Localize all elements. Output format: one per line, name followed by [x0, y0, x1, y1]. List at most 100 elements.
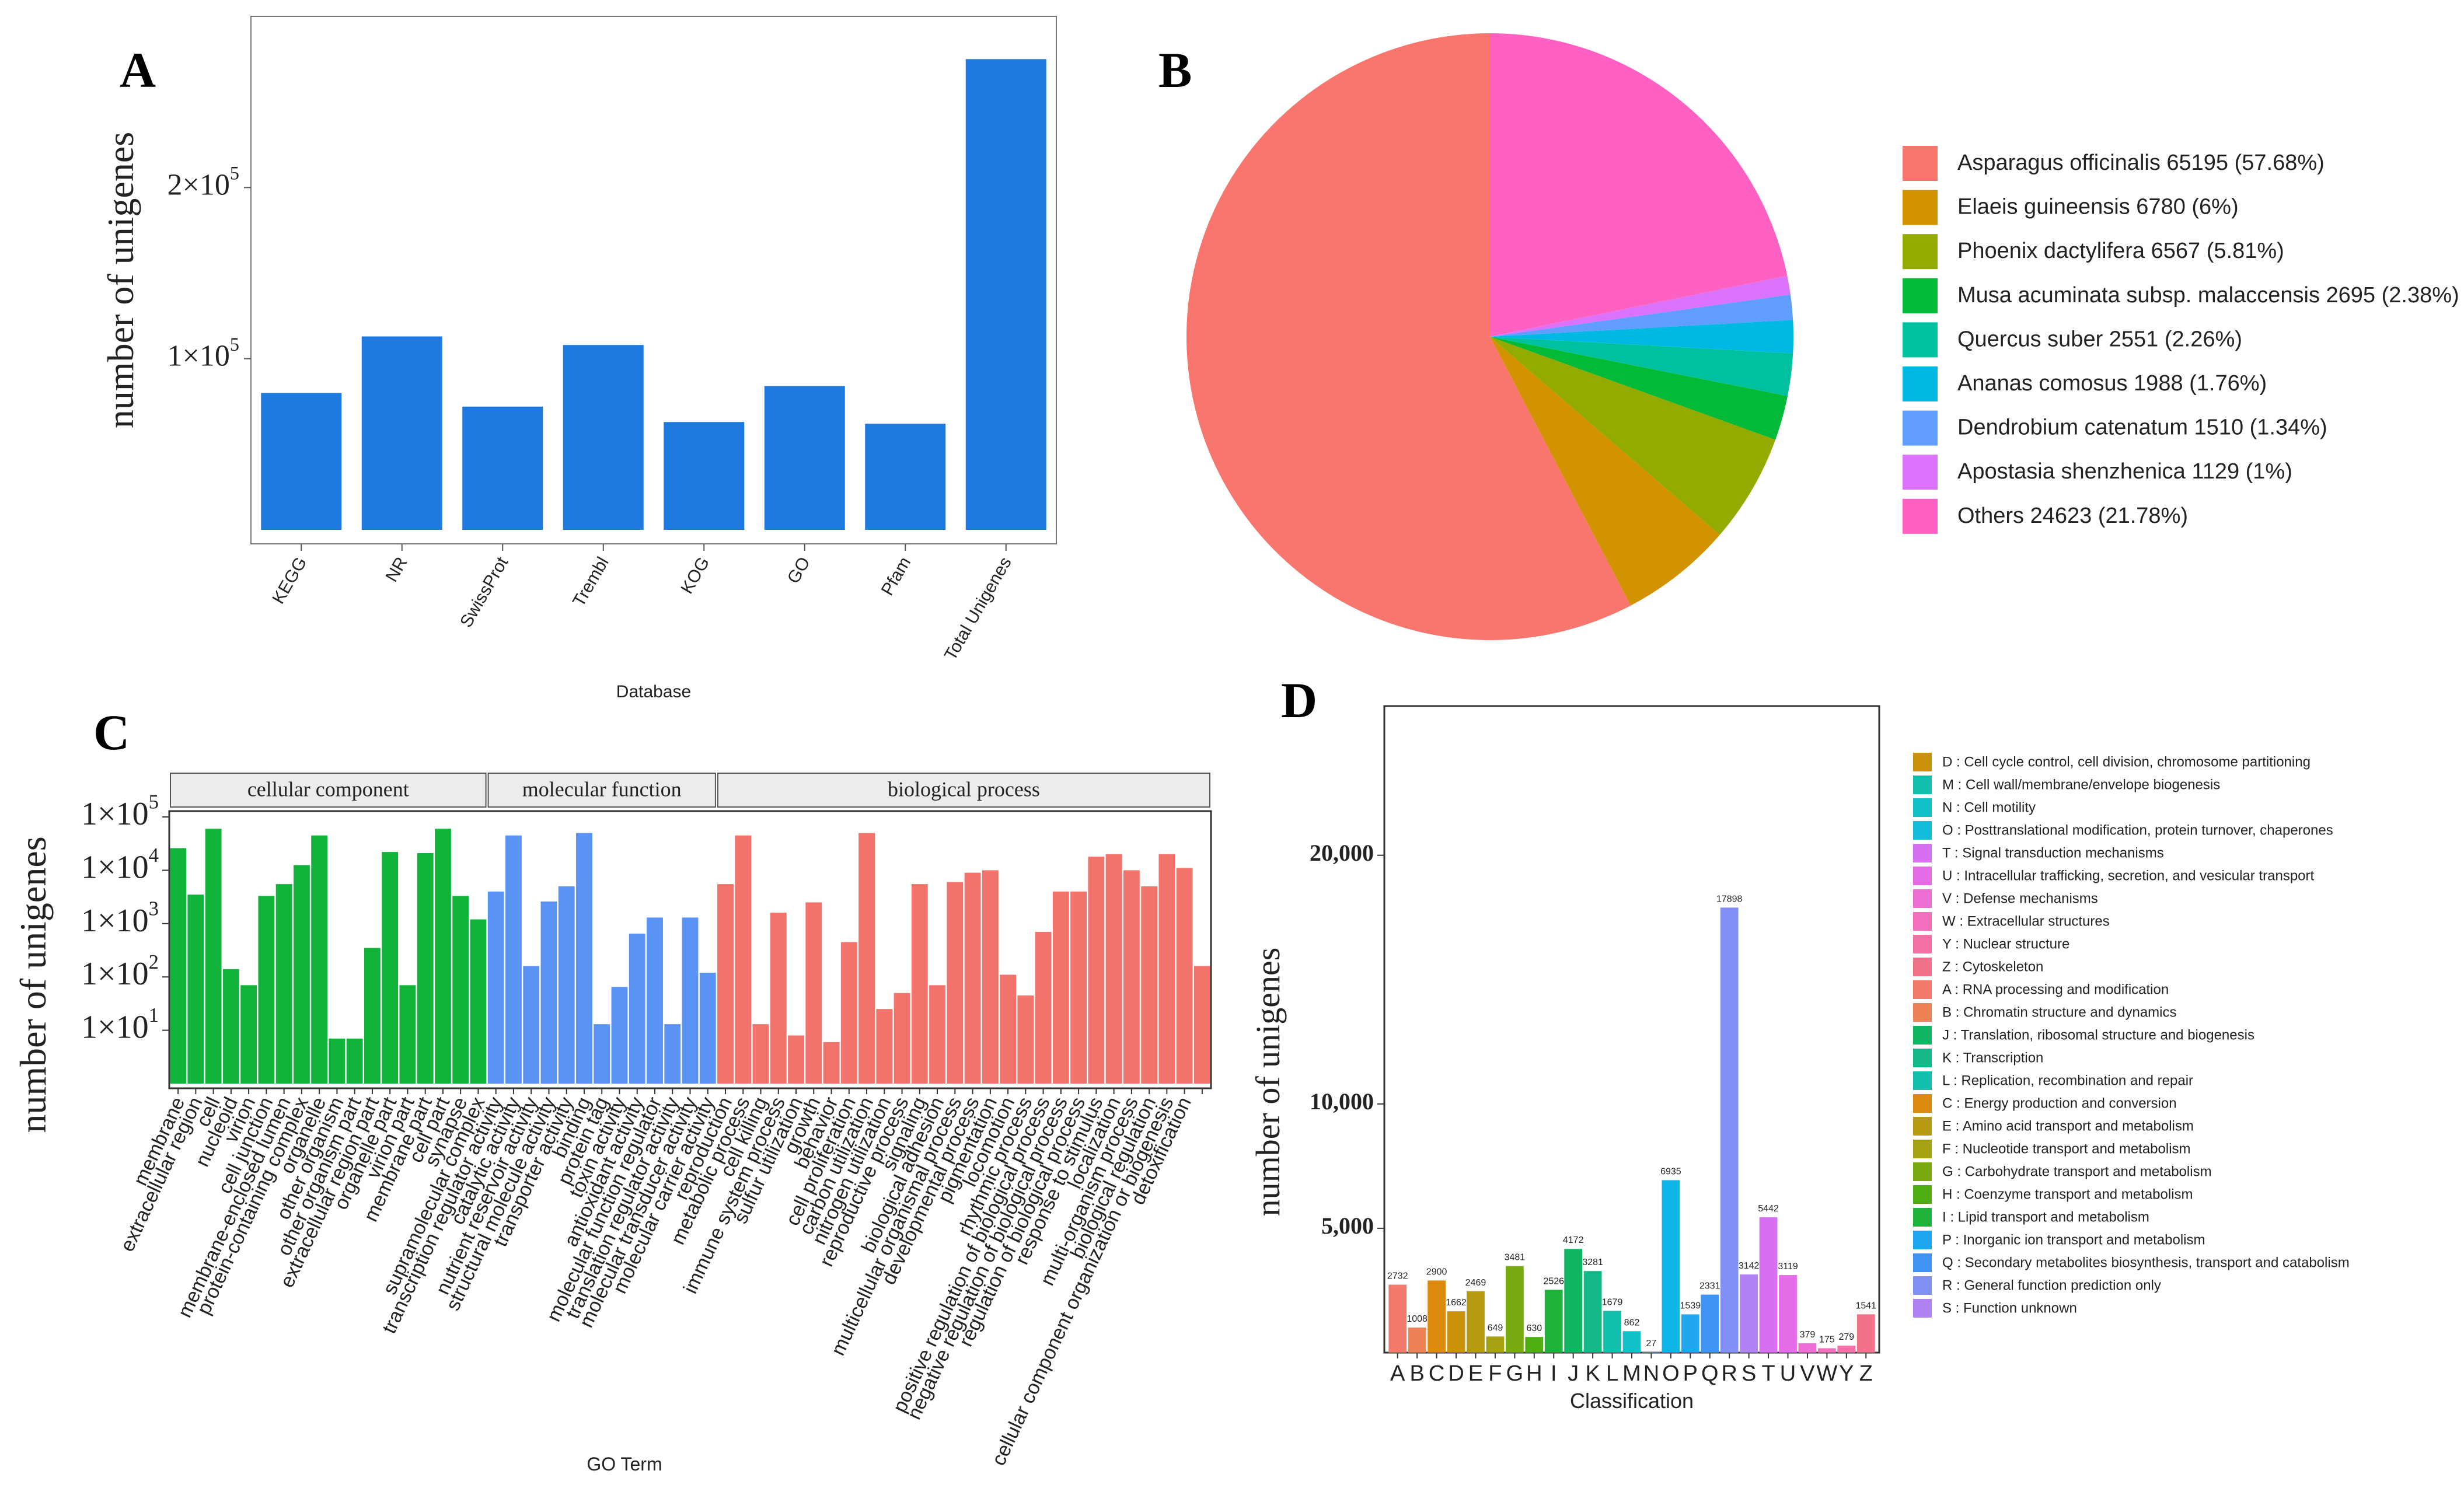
- bar-y: [1837, 1346, 1856, 1353]
- panel-label-b: B: [1158, 42, 1192, 98]
- x-axis-title: Classification: [1570, 1389, 1694, 1413]
- facet-strip-molecular-function: [487, 773, 716, 808]
- value-label-z: 1541: [1855, 1301, 1876, 1311]
- bar-f: [1486, 1336, 1505, 1353]
- y-axis-title: number of unigenes: [12, 836, 54, 1133]
- bar-go: [764, 386, 845, 530]
- bar-membrane-enclosed-lumen: [275, 884, 292, 1084]
- panel-label-c: C: [93, 704, 130, 760]
- bar-sulfur-utilization: [788, 1035, 804, 1084]
- panel-label-d: D: [1281, 672, 1318, 728]
- legend-swatch-1: [1913, 776, 1932, 794]
- x-tick-label-f: F: [1488, 1361, 1502, 1386]
- legend-swatch-dendrobium-catenatum: [1903, 410, 1938, 446]
- y-tick-label-0: 5,000: [1321, 1213, 1374, 1239]
- bar-cell-part: [435, 829, 451, 1084]
- legend-swatch-others: [1903, 498, 1938, 534]
- legend-label-8: Y : Nuclear structure: [1942, 936, 2069, 952]
- bar-binding: [576, 833, 592, 1084]
- bar-signaling: [911, 884, 928, 1084]
- value-label-w: 175: [1819, 1335, 1835, 1345]
- bar-o: [1662, 1180, 1680, 1353]
- bar-z: [1856, 1314, 1875, 1353]
- legend-label-asparagus-officinalis: Asparagus officinalis 65195 (57.68%): [1957, 151, 2325, 175]
- bar-nutrient-reservoir-activity: [523, 966, 540, 1084]
- bar-membrane: [170, 848, 187, 1084]
- bar-pfam: [865, 424, 946, 530]
- legend-label-14: L : Replication, recombination and repai…: [1942, 1073, 2193, 1088]
- value-label-a: 2732: [1387, 1272, 1408, 1281]
- bar-synapse: [452, 896, 469, 1084]
- legend-swatch-22: [1913, 1253, 1932, 1272]
- legend-label-1: M : Cell wall/membrane/envelope biogenes…: [1942, 777, 2220, 792]
- bar-structural-molecule-activity: [540, 901, 557, 1084]
- legend-swatch-23: [1913, 1276, 1932, 1295]
- value-label-o: 6935: [1660, 1166, 1681, 1176]
- legend-swatch-phoenix-dactylifera: [1903, 234, 1938, 270]
- value-label-i: 2526: [1543, 1276, 1564, 1286]
- bar-nitrogen-utilization: [876, 1009, 893, 1084]
- legend-label-17: F : Nucleotide transport and metabolism: [1942, 1141, 2191, 1157]
- bar-virion: [240, 985, 257, 1084]
- y-tick-label-1: 10,000: [1310, 1088, 1374, 1115]
- legend-swatch-24: [1913, 1299, 1932, 1318]
- bar-r: [1720, 907, 1739, 1353]
- slice-others: [1490, 33, 1788, 337]
- bar-i: [1544, 1290, 1563, 1353]
- legend-swatch-14: [1913, 1071, 1932, 1090]
- chart-c-go-bar: 1×101 1×102 1×103 1×104 1×105 cellular compon…: [12, 773, 1212, 1475]
- value-label-h: 630: [1526, 1323, 1542, 1333]
- bar-multi-organism-process: [1123, 870, 1140, 1084]
- slice-asparagus-officinalis: [1186, 33, 1631, 640]
- y-tick-label-2: 20,000: [1310, 840, 1374, 866]
- legend-label-24: S : Function unknown: [1942, 1300, 2077, 1316]
- bar-supramolecular-complex: [470, 919, 487, 1084]
- value-label-c: 2900: [1426, 1267, 1447, 1277]
- bar-pigmentation: [982, 870, 999, 1084]
- x-tick-label-a: A: [1390, 1361, 1405, 1386]
- bar-toxin-activity: [611, 987, 628, 1084]
- bar-locomotion: [1000, 974, 1016, 1084]
- legend-label-7: W : Extracellular structures: [1942, 913, 2110, 929]
- x-tick-label-r: R: [1721, 1361, 1737, 1386]
- legend-label-quercus-suber: Quercus suber 2551 (2.26%): [1957, 327, 2242, 351]
- value-label-q: 2331: [1699, 1281, 1720, 1291]
- bar-protein-containing-complex: [293, 865, 310, 1084]
- legend-label-6: V : Defense mechanisms: [1942, 890, 2098, 906]
- y-tick-label-0: 1×101: [81, 1004, 159, 1045]
- slice-elaeis-guineensis: [1490, 337, 1720, 606]
- legend-label-21: P : Inorganic ion transport and metaboli…: [1942, 1232, 2205, 1248]
- x-tick-label-d: D: [1448, 1361, 1464, 1386]
- bar-rhythmic-process: [1017, 995, 1034, 1084]
- legend-label-musa-acuminata-subsp-malaccensis: Musa acuminata subsp. malaccensis 2695 (…: [1957, 283, 2459, 308]
- legend-label-4: T : Signal transduction mechanisms: [1942, 845, 2164, 861]
- legend-swatch-asparagus-officinalis: [1903, 146, 1938, 181]
- x-tick-label-j: J: [1568, 1361, 1579, 1386]
- bar-multicellular-organismal-process: [947, 882, 964, 1084]
- legend-label-apostasia-shenzhenica: Apostasia shenzhenica 1129 (1%): [1957, 459, 2292, 484]
- x-tick-label-s: S: [1741, 1361, 1756, 1386]
- bar-c: [1428, 1280, 1446, 1353]
- facet-strip-biological-process: [717, 773, 1210, 808]
- legend-swatch-15: [1913, 1094, 1932, 1113]
- value-label-e: 2469: [1465, 1278, 1486, 1288]
- x-tick-label-trembl: Trembl: [569, 554, 613, 610]
- x-tick-label-n: N: [1643, 1361, 1659, 1386]
- x-tick-label-w: W: [1816, 1361, 1837, 1386]
- bar-extracellular-region: [187, 895, 204, 1084]
- bar-negative-regulation-of-biological-process: [1052, 891, 1069, 1084]
- x-axis-title: Database: [616, 682, 691, 701]
- bar-organelle: [311, 835, 328, 1084]
- bar-carbon-utilization: [858, 833, 875, 1084]
- x-tick-label-nr: NR: [382, 554, 411, 585]
- legend-swatch-20: [1913, 1208, 1932, 1227]
- y-axis-title: number of unigenes: [100, 132, 141, 428]
- bar-detoxification: [1176, 868, 1193, 1084]
- bar-organelle-part: [382, 852, 399, 1084]
- legend-swatch-ananas-comosus: [1903, 366, 1938, 401]
- bar-q: [1701, 1294, 1719, 1353]
- legend-label-15: C : Energy production and conversion: [1942, 1095, 2177, 1111]
- legend-label-12: J : Translation, ribosomal structure and…: [1942, 1027, 2254, 1043]
- facet-label-molecular-function: molecular function: [522, 777, 682, 801]
- legend-swatch-0: [1913, 753, 1932, 771]
